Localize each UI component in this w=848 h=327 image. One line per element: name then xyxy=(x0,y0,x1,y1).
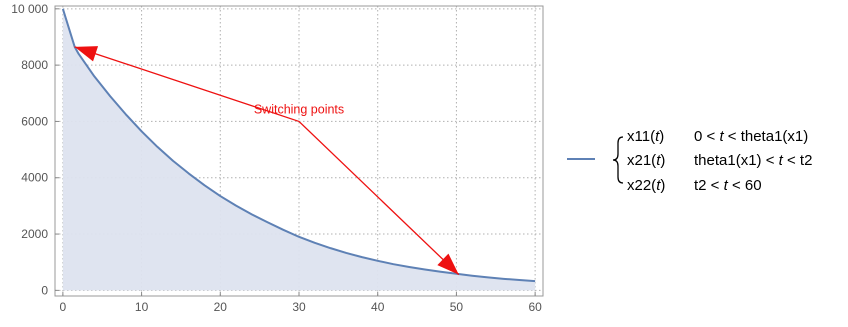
y-tick-label: 6000 xyxy=(21,114,48,128)
y-tick-label: 10 000 xyxy=(11,2,48,16)
legend-entry-name: x22(t) xyxy=(627,177,665,194)
y-tick-label: 8000 xyxy=(21,58,48,72)
x-tick-label: 50 xyxy=(450,300,464,314)
annotation-arrowhead xyxy=(74,46,99,62)
x-tick-label: 30 xyxy=(292,300,306,314)
series-line xyxy=(61,8,536,283)
legend-entry-condition: t2 < t < 60 xyxy=(694,177,762,194)
x-tick-label: 40 xyxy=(371,300,385,314)
annotation-arrow-line xyxy=(298,120,460,276)
y-tick-label: 4000 xyxy=(21,171,48,185)
legend: x11(t) 0 < t < theta1(x1) x21(t) theta1(x1)… xyxy=(567,128,812,194)
series-layer xyxy=(61,8,536,291)
x-tick-label: 60 xyxy=(528,300,542,314)
legend-entry-name: x11(t) xyxy=(627,128,664,145)
legend-entry-name: x21(t) xyxy=(627,152,665,169)
y-tick-label: 0 xyxy=(41,283,48,297)
annotation-label: Switching points xyxy=(254,102,344,116)
annotation-arrow-line xyxy=(74,46,300,123)
series-area-fill xyxy=(62,8,536,291)
y-tick-label: 2000 xyxy=(21,227,48,241)
x-tick-label: 10 xyxy=(135,300,149,314)
ticks: 0 10 20 30 40 50 60 0 2000 4000 6000 8000 10 000 xyxy=(11,2,542,314)
legend-brace xyxy=(612,136,624,184)
x-tick-label: 20 xyxy=(214,300,228,314)
annotation-arrowhead xyxy=(437,253,459,275)
x-tick-label: 0 xyxy=(60,300,67,314)
legend-entry-condition: theta1(x1) < t < t2 xyxy=(694,152,812,169)
annotation: Switching points xyxy=(74,46,460,276)
legend-entry-condition: 0 < t < theta1(x1) xyxy=(694,128,808,145)
